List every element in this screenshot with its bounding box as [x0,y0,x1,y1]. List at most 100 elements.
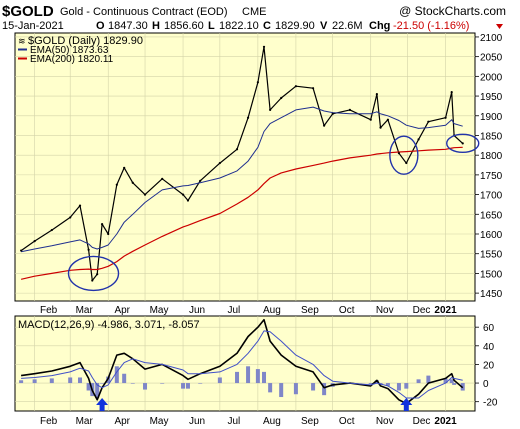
histogram-bar [449,379,454,384]
price-x-tick-label: Oct [339,305,355,316]
circle-january-close [446,133,480,154]
histogram-bar [279,383,284,398]
price-point [323,124,326,127]
legend-ema50-swatch [18,48,27,51]
histogram-bar [185,383,190,389]
price-point [294,85,298,88]
macd-x-tick-label: 2021 [434,416,457,427]
price-point [87,248,90,251]
histogram-bar [443,378,448,384]
histogram-bar [396,383,401,391]
price-point [50,228,53,232]
high-value: 1856.60 [164,20,204,32]
price-point [115,183,118,186]
price-x-tick-label: Dec [413,305,431,316]
price-y-tick-label: 2100 [480,33,503,44]
series-line-1 [21,106,463,253]
price-annotations [67,133,480,292]
macd-line-1 [21,330,463,399]
histogram-bar [49,378,54,384]
macd-x-tick-label: May [150,416,169,427]
price-x-tick-label: 2021 [434,305,457,316]
price-point [461,142,464,145]
histogram-bar [86,383,91,391]
price-y-axis: 1450 1500 1550 1600 1650 1700 1750 1800 1850 1900… [475,33,503,300]
histogram-bar [235,371,240,384]
price-point [417,138,420,141]
price-point [96,273,99,276]
volume-value: 22.6M [332,20,363,32]
histogram-bar [32,379,37,384]
macd-x-tick-label: Mar [76,416,94,427]
price-legend: ≋ $GOLD (Daily) 1829.90 EMA(50) 1873.63 … [18,35,143,65]
histogram-bar [452,383,457,385]
price-x-tick-label: Sep [301,305,319,316]
macd-y-tick-label: 40 [483,342,495,353]
price-y-tick-label: 1650 [480,210,503,221]
price-y-tick-label: 1950 [480,92,503,103]
macd-line-0 [20,318,464,405]
price-point [348,108,351,111]
price-point [256,81,259,84]
price-point [269,108,272,111]
open-value: 1847.30 [108,20,148,32]
quote-date: 15-Jan-2021 [2,20,64,32]
price-x-tick-label: Mar [76,305,94,316]
macd-grid [15,316,475,411]
price-point [123,166,126,169]
symbol-label: $GOLD [2,3,54,20]
price-point [450,91,453,94]
price-point [262,45,266,48]
price-point [20,249,23,252]
macd-x-tick-label: Jul [227,416,240,427]
legend-ema200-swatch [18,57,27,60]
macd-x-tick-label: Sep [301,416,319,427]
histogram-bar [311,383,316,391]
legend-gold-marker: ≋ [18,36,26,46]
histogram-bar [293,383,298,395]
arrow-up-icon-march [96,398,109,411]
price-point [280,96,283,100]
macd-y-tick-label: 0 [483,379,489,390]
macd-x-tick-label: Dec [413,416,431,427]
price-point [405,161,408,165]
macd-y-tick-label: -20 [483,398,498,409]
price-point [107,232,110,236]
arrow-up-icon-december [400,398,413,411]
histogram-bar [181,383,186,389]
histogram-bar [100,383,105,384]
price-point [444,116,447,119]
price-point [143,193,147,196]
price-y-tick-label: 1450 [480,289,503,300]
price-y-tick-label: 1750 [480,171,503,182]
price-point [131,181,134,184]
macd-annotations [96,398,413,411]
price-y-tick-label: 1800 [480,151,503,162]
price-point [246,116,250,119]
price-y-tick-label: 1500 [480,269,503,280]
price-point [235,148,239,151]
high-label: H [152,20,160,32]
circle-november-low [389,135,419,175]
legend-gold: $GOLD (Daily) 1829.90 [28,35,143,47]
chevron-down-icon[interactable] [496,24,503,29]
histogram-bar [160,383,165,384]
histogram-bar [68,377,73,384]
macd-histogram [19,366,465,398]
price-point [199,179,202,182]
histogram-bar [198,383,203,384]
price-y-tick-label: 1700 [480,191,503,202]
price-point [186,199,190,202]
price-point [311,87,315,90]
price-point [427,120,430,123]
macd-series [20,318,464,405]
price-y-tick-label: 2050 [480,53,503,64]
histogram-bar [368,383,373,384]
price-series [20,45,464,282]
macd-x-tick-label: Feb [40,416,58,427]
macd-x-tick-label: Jun [189,416,205,427]
histogram-bar [246,366,251,384]
price-point [161,177,164,180]
price-point [91,279,94,282]
